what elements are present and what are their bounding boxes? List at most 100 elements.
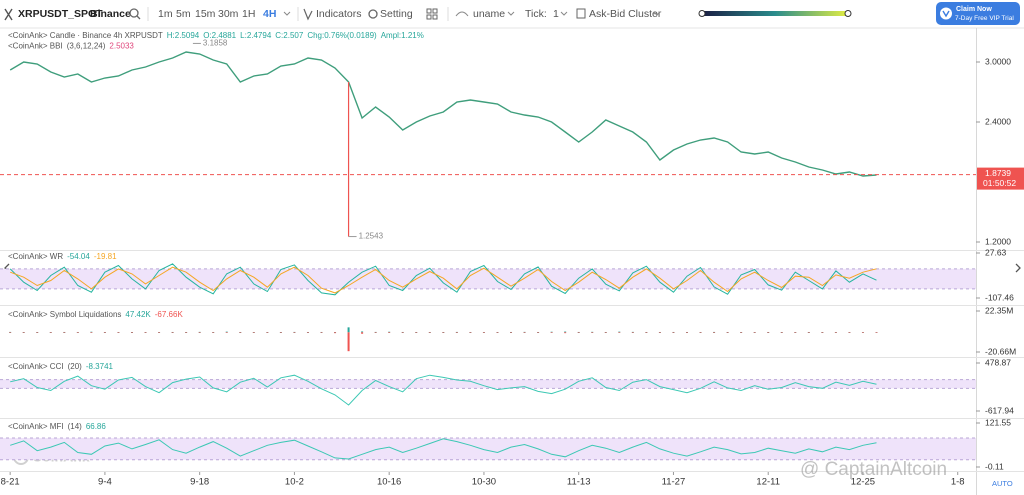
promo-banner[interactable]: Claim Now 7-Day Free VIP Trial bbox=[936, 2, 1020, 25]
liquidation-bar bbox=[171, 332, 174, 333]
liquidation-bar bbox=[482, 332, 485, 333]
promo-subtitle[interactable]: 7-Day Free VIP Trial bbox=[955, 15, 1014, 22]
low-label: 1.2543 bbox=[359, 232, 384, 241]
liquidation-bar bbox=[36, 332, 39, 333]
liquidation-bar bbox=[618, 331, 621, 333]
cluster-chevron[interactable] bbox=[653, 11, 661, 16]
symbol[interactable]: XRPUSDT_SPOT bbox=[18, 8, 103, 20]
liquidation-bar bbox=[523, 332, 526, 333]
tick-label: Tick: bbox=[525, 8, 547, 20]
liquidation-bar bbox=[740, 332, 743, 333]
interval-button[interactable]: 15m bbox=[195, 8, 216, 20]
setting-button[interactable]: Setting bbox=[380, 8, 413, 20]
indicators-icon[interactable] bbox=[303, 8, 313, 21]
liquidation-bar bbox=[510, 332, 513, 333]
interval-chevron[interactable] bbox=[283, 11, 291, 16]
series-line bbox=[9, 51, 877, 177]
legend: <CoinAnk> WR -54.04 -19.81 bbox=[8, 252, 117, 261]
exchange[interactable]: Binance bbox=[90, 8, 131, 20]
y-tick-label: 3.0000 bbox=[985, 56, 1011, 66]
liquidation-bar bbox=[523, 331, 526, 333]
liquidation-bar bbox=[401, 331, 404, 333]
liquidation-bar bbox=[76, 332, 79, 333]
x-tick-label: 9-4 bbox=[98, 477, 112, 488]
x-tick-label: 9-18 bbox=[190, 477, 209, 488]
liquidation-bar bbox=[239, 332, 242, 333]
y-tick-label: -107.46 bbox=[985, 292, 1014, 302]
scroll-right[interactable] bbox=[1015, 263, 1021, 273]
liquidation-bar bbox=[22, 332, 25, 333]
interval-button[interactable]: 1m bbox=[158, 8, 173, 20]
band bbox=[0, 268, 976, 289]
interval-button[interactable]: 4H bbox=[263, 8, 276, 20]
legend: <CoinAnk> BBI (3,6,12,24) 2.5033 bbox=[8, 42, 134, 51]
user-chevron[interactable] bbox=[507, 11, 515, 16]
y-tick-label: 1.2000 bbox=[985, 236, 1011, 246]
indicators-button[interactable]: Indicators bbox=[316, 8, 362, 20]
legend-item: L:2.4794 bbox=[240, 31, 272, 40]
cluster-button[interactable]: Ask-Bid Cluster bbox=[589, 8, 662, 20]
interval-button[interactable]: 5m bbox=[176, 8, 191, 20]
liquidation-bar bbox=[415, 332, 418, 333]
x-tick-label: 10-16 bbox=[377, 477, 401, 488]
legend: <CoinAnk> CCI (20) -8.3741 bbox=[8, 362, 114, 371]
y-tick-label: 22.35M bbox=[985, 305, 1013, 315]
liquidation-bar bbox=[550, 331, 553, 333]
liquidation-bar bbox=[794, 332, 797, 333]
liquidation-bar bbox=[455, 331, 458, 333]
liquidation-bar bbox=[672, 331, 675, 333]
liquidation-bar bbox=[577, 331, 580, 333]
y-tick-label: -617.94 bbox=[985, 405, 1014, 415]
promo-title[interactable]: Claim Now bbox=[956, 6, 992, 13]
liquidation-bar bbox=[834, 332, 837, 333]
legend-item: <CoinAnk> Symbol Liquidations bbox=[8, 310, 121, 319]
legend-item: (20) bbox=[68, 362, 83, 371]
slider-handle[interactable] bbox=[698, 10, 706, 17]
liquidation-bar bbox=[171, 331, 174, 333]
slider-handle[interactable] bbox=[844, 10, 852, 17]
liquidation-bar bbox=[49, 332, 52, 333]
liquidation-bar bbox=[550, 332, 553, 333]
liquidation-bar bbox=[225, 332, 228, 333]
liquidation-bar bbox=[198, 332, 201, 333]
liquidation-bar bbox=[117, 332, 120, 333]
legend-item: (14) bbox=[68, 422, 83, 431]
tick-value[interactable]: 1 bbox=[553, 8, 559, 20]
liquidation-bar bbox=[9, 331, 12, 333]
liquidation-bar bbox=[388, 332, 391, 333]
liquidation-bar bbox=[713, 332, 716, 333]
legend-item: 66.86 bbox=[86, 422, 107, 431]
liquidation-bar bbox=[9, 332, 12, 333]
liquidation-bar bbox=[185, 332, 188, 333]
setting-icon[interactable] bbox=[368, 9, 378, 19]
x-tick-label: 1-8 bbox=[951, 477, 965, 488]
layout-icon[interactable] bbox=[426, 8, 438, 20]
liquidation-bar bbox=[726, 332, 729, 333]
liquidation-bar bbox=[591, 332, 594, 333]
y-tick-label: 27.63 bbox=[985, 247, 1007, 257]
liquidation-bar bbox=[279, 332, 282, 333]
liquidation-bar bbox=[604, 332, 607, 333]
liquidation-bar bbox=[320, 331, 323, 333]
liquidation-bar bbox=[63, 332, 66, 333]
scale-mode[interactable]: AUTO bbox=[992, 479, 1013, 488]
liquidation-bar bbox=[90, 332, 93, 333]
liquidation-bar bbox=[266, 332, 269, 333]
y-tick-label: 2.4000 bbox=[985, 116, 1011, 126]
interval-button[interactable]: 1H bbox=[242, 8, 255, 20]
search-icon[interactable] bbox=[129, 8, 141, 20]
liquidation-bar bbox=[361, 331, 364, 333]
legend-item: 47.42K bbox=[125, 310, 151, 319]
color-slider[interactable] bbox=[700, 11, 850, 16]
legend-item: <CoinAnk> MFI bbox=[8, 422, 64, 431]
x-tick-label: 10-2 bbox=[285, 477, 304, 488]
liquidation-bar bbox=[334, 332, 337, 334]
liquidation-bar bbox=[455, 332, 458, 333]
user[interactable]: uname bbox=[473, 8, 505, 20]
legend-item: -67.66K bbox=[155, 310, 184, 319]
x-tick-label: 12-11 bbox=[756, 477, 780, 488]
legend-item: C:2.507 bbox=[275, 31, 304, 40]
liquidation-bar bbox=[374, 332, 377, 333]
interval-button[interactable]: 30m bbox=[218, 8, 239, 20]
tick-chevron[interactable] bbox=[560, 11, 568, 16]
